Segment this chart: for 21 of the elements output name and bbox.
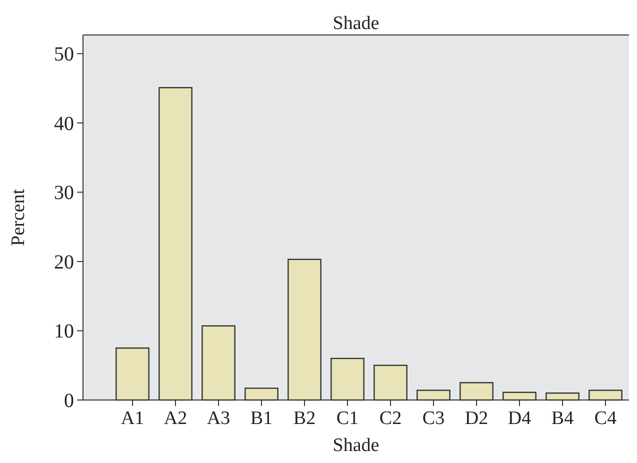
x-tick-label: A3 bbox=[206, 408, 230, 429]
x-tick-label: C2 bbox=[379, 408, 402, 429]
x-tick-label: D2 bbox=[464, 408, 488, 429]
x-tick-label: D4 bbox=[508, 408, 532, 429]
y-tick-label: 10 bbox=[54, 320, 74, 343]
y-tick-label: 30 bbox=[54, 182, 74, 204]
x-tick-label: B4 bbox=[551, 408, 574, 429]
y-tick-label: 50 bbox=[54, 44, 74, 66]
y-axis-title: Percent bbox=[8, 188, 29, 246]
x-tick-label: A1 bbox=[120, 408, 144, 429]
y-tick-label: 0 bbox=[64, 390, 74, 412]
x-tick-label: B2 bbox=[293, 408, 316, 429]
x-tick-label: B1 bbox=[250, 408, 273, 429]
y-tick-label: 40 bbox=[54, 112, 74, 135]
x-tick-label: A2 bbox=[164, 408, 188, 429]
chart-title: Shade bbox=[332, 13, 380, 34]
x-tick-label: C4 bbox=[594, 408, 618, 429]
x-axis-title: Shade bbox=[332, 435, 380, 456]
x-tick-label: C1 bbox=[336, 408, 359, 429]
x-tick-label: C3 bbox=[422, 408, 445, 429]
y-tick-label: 20 bbox=[54, 251, 74, 274]
